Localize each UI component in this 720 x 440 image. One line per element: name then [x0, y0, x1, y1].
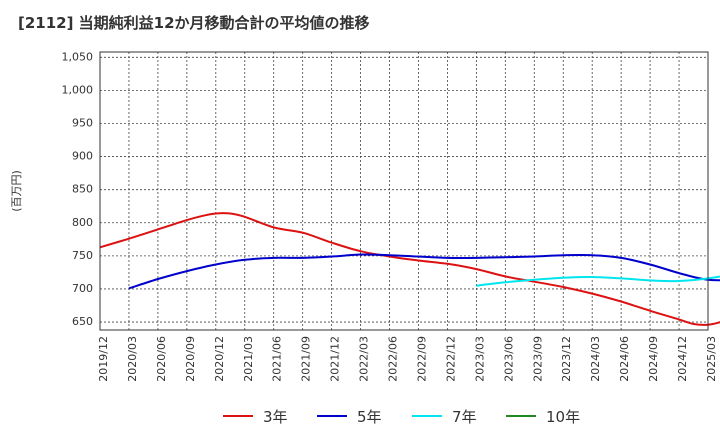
- legend-swatch: [317, 415, 347, 417]
- x-tick-label: 2022/12: [444, 336, 457, 382]
- y-tick-label: 800: [72, 216, 93, 229]
- legend-item-5-year: 5年: [317, 404, 382, 428]
- legend-swatch: [506, 415, 536, 417]
- x-tick-label: 2021/06: [271, 336, 284, 382]
- y-tick-label: 1,050: [62, 50, 94, 63]
- x-tick-label: 2024/03: [589, 336, 602, 382]
- y-tick-label: 850: [72, 183, 93, 196]
- x-tick-label: 2020/12: [213, 336, 226, 382]
- x-tick-label: 2020/06: [155, 336, 168, 382]
- x-tick-label: 2022/06: [387, 336, 400, 382]
- y-tick-label: 900: [72, 150, 93, 163]
- x-tick-label: 2020/09: [184, 336, 197, 382]
- x-tick-label: 2024/06: [618, 336, 631, 382]
- legend-label: 7年: [452, 407, 477, 426]
- legend-label: 3年: [263, 407, 288, 426]
- x-tick-labels: 2019/12 2020/03 2020/06 2020/09 2020/12 2021/…: [97, 336, 718, 382]
- x-tick-label: 2024/12: [676, 336, 689, 382]
- y-tick-label: 1,000: [62, 83, 94, 96]
- series-lines: [99, 212, 720, 326]
- y-tick-label: 700: [72, 282, 93, 295]
- legend-item-3-year: 3年: [223, 404, 288, 428]
- x-tick-label: 2019/12: [97, 336, 110, 382]
- x-tick-label: 2023/12: [560, 336, 573, 382]
- y-axis-label: (百万円): [10, 170, 23, 212]
- x-tick-label: 2021/12: [329, 336, 342, 382]
- y-tick-label: 650: [72, 315, 93, 328]
- x-tick-label: 2025/03: [705, 336, 718, 382]
- series-line-3-year: [99, 212, 720, 326]
- x-tick-label: 2022/03: [358, 336, 371, 382]
- grid-lines: [100, 52, 708, 330]
- y-tick-label: 750: [72, 249, 93, 262]
- legend-item-10-year: 10年: [506, 404, 580, 428]
- plot-frame: [99, 51, 709, 331]
- y-tick-label: 950: [72, 116, 93, 129]
- legend-swatch: [412, 415, 442, 417]
- legend-label: 10年: [546, 407, 581, 426]
- legend-swatch: [223, 415, 253, 417]
- series-line-5-year: [128, 253, 720, 290]
- x-tick-label: 2023/03: [473, 336, 486, 382]
- x-tick-label: 2021/09: [300, 336, 313, 382]
- x-tick-label: 2023/06: [502, 336, 515, 382]
- series-line-7-year: [476, 275, 720, 287]
- legend-item-7-year: 7年: [412, 404, 477, 428]
- x-tick-label: 2024/09: [647, 336, 660, 382]
- chart-title: [2112] 当期純利益12か月移動合計の平均値の推移: [18, 14, 370, 32]
- x-tick-label: 2021/03: [242, 336, 255, 382]
- chart-legend: 3年 5年 7年 10年: [0, 404, 720, 428]
- x-tick-label: 2022/09: [415, 336, 428, 382]
- legend-label: 5年: [357, 407, 382, 426]
- y-tick-labels: 650 700 750 800 850 900 950 1,000 1,050: [62, 50, 94, 328]
- plot-area: [100, 52, 708, 330]
- x-tick-label: 2023/09: [531, 336, 544, 382]
- x-tick-label: 2020/03: [126, 336, 139, 382]
